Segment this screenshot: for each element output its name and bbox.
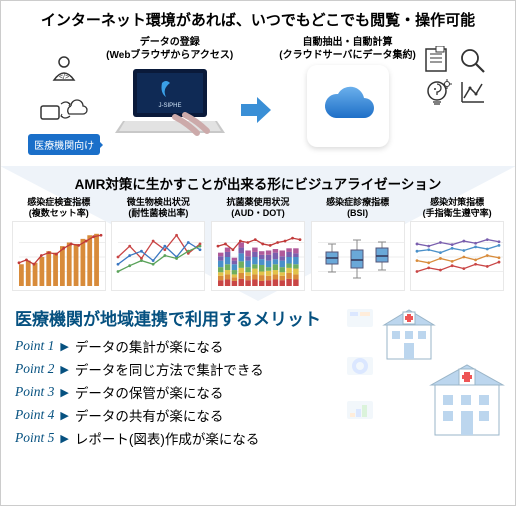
arrow-icon [239,95,273,125]
chart-col: 抗菌薬使用状況(AUD・DOT) [210,197,306,291]
viz-section: AMR対策に生かすことが出来る形にビジュアライゼーション 感染症検査指標(複数セ… [1,173,515,291]
chart-col: 微生物検出状況(耐性菌検出率) [111,197,207,291]
point-text: レポート(図表)作成が楽になる [75,428,260,448]
chart-label: 感染症検査指標(複数セット率) [27,197,90,221]
mini-chart [12,221,106,291]
merit-section: 医療機関が地域連携で利用するメリット Point 1▶データの集計が楽になるPo… [1,291,515,457]
svg-text:</>: </> [59,74,69,81]
cloud-column: 自動抽出・自動計算 (クラウドサーバにデータ集約) [279,36,416,147]
point-label: Point 2 [15,361,54,377]
chart-col: 感染症検査指標(複数セット率) [11,197,107,291]
chart-label: 感染対策指標(手指衛生遵守率) [423,197,492,221]
chart-col: 感染対策指標(手指衛生遵守率) [409,197,505,291]
left-icons: </> 医療機関向け [28,36,100,155]
cloud-label-l2: (クラウドサーバにデータ集約) [279,50,416,61]
point-label: Point 4 [15,407,54,423]
triangle-icon: ▶ [60,432,68,445]
laptop-brand: J-SIPHE [158,103,181,109]
hospital-illustration [339,301,509,441]
headline: インターネット環境があれば、いつでもどこでも閲覧・操作可能 [13,9,503,30]
mini-chart [111,221,205,291]
mini-chart [211,221,305,291]
upload-column: データの登録 (Webブラウザからアクセス) J-SIPHE [106,36,233,143]
point-text: データの集計が楽になる [75,336,224,356]
triangle-icon: ▶ [60,340,68,353]
charts-row: 感染症検査指標(複数セット率) 微生物検出状況(耐性菌検出率) 抗菌薬使用状況(AU… [11,197,505,291]
cloud-icon [318,84,378,128]
chart-label: 微生物検出状況(耐性菌検出率) [127,197,190,221]
point-text: データの保管が楽になる [75,382,224,402]
linechart-icon [458,78,488,106]
mini-chart [410,221,504,291]
point-label: Point 3 [15,384,54,400]
mini-chart [311,221,405,291]
chart-label: 抗菌薬使用状況(AUD・DOT) [226,197,289,221]
user-terminal-icon: </> [46,54,82,86]
search-icon [458,46,488,74]
cloud-label-l1: 自動抽出・自動計算 [303,37,393,48]
laptop-image: J-SIPHE [115,65,225,143]
triangle-icon: ▶ [60,386,68,399]
flow-row: </> 医療機関向け データの登録 (Webブラウザからアクセス) J-S [13,36,503,155]
upload-label-l1: データの登録 [140,37,200,48]
triangle-icon: ▶ [60,363,68,376]
document-icon [422,46,452,74]
idea-icon [422,78,452,106]
point-label: Point 5 [15,430,54,446]
chart-label: 感染症診療指標(BSI) [326,197,389,221]
upload-label: データの登録 (Webブラウザからアクセス) [106,36,233,62]
viz-title: AMR対策に生かすことが出来る形にビジュアライゼーション [11,173,505,193]
point-text: データを同じ方法で集計できる [75,359,264,379]
cloud-card [307,65,389,147]
point-text: データの共有が楽になる [75,405,224,425]
top-section: インターネット環境があれば、いつでもどこでも閲覧・操作可能 </> 医療機関向け… [1,1,515,171]
audience-badge: 医療機関向け [28,134,100,155]
triangle-icon: ▶ [60,409,68,422]
upload-label-l2: (Webブラウザからアクセス) [106,50,233,61]
cloud-label: 自動抽出・自動計算 (クラウドサーバにデータ集約) [279,36,416,62]
point-label: Point 1 [15,338,54,354]
chart-col: 感染症診療指標(BSI) [310,197,406,291]
cloud-sync-icon [39,92,89,122]
right-icons [422,36,488,106]
